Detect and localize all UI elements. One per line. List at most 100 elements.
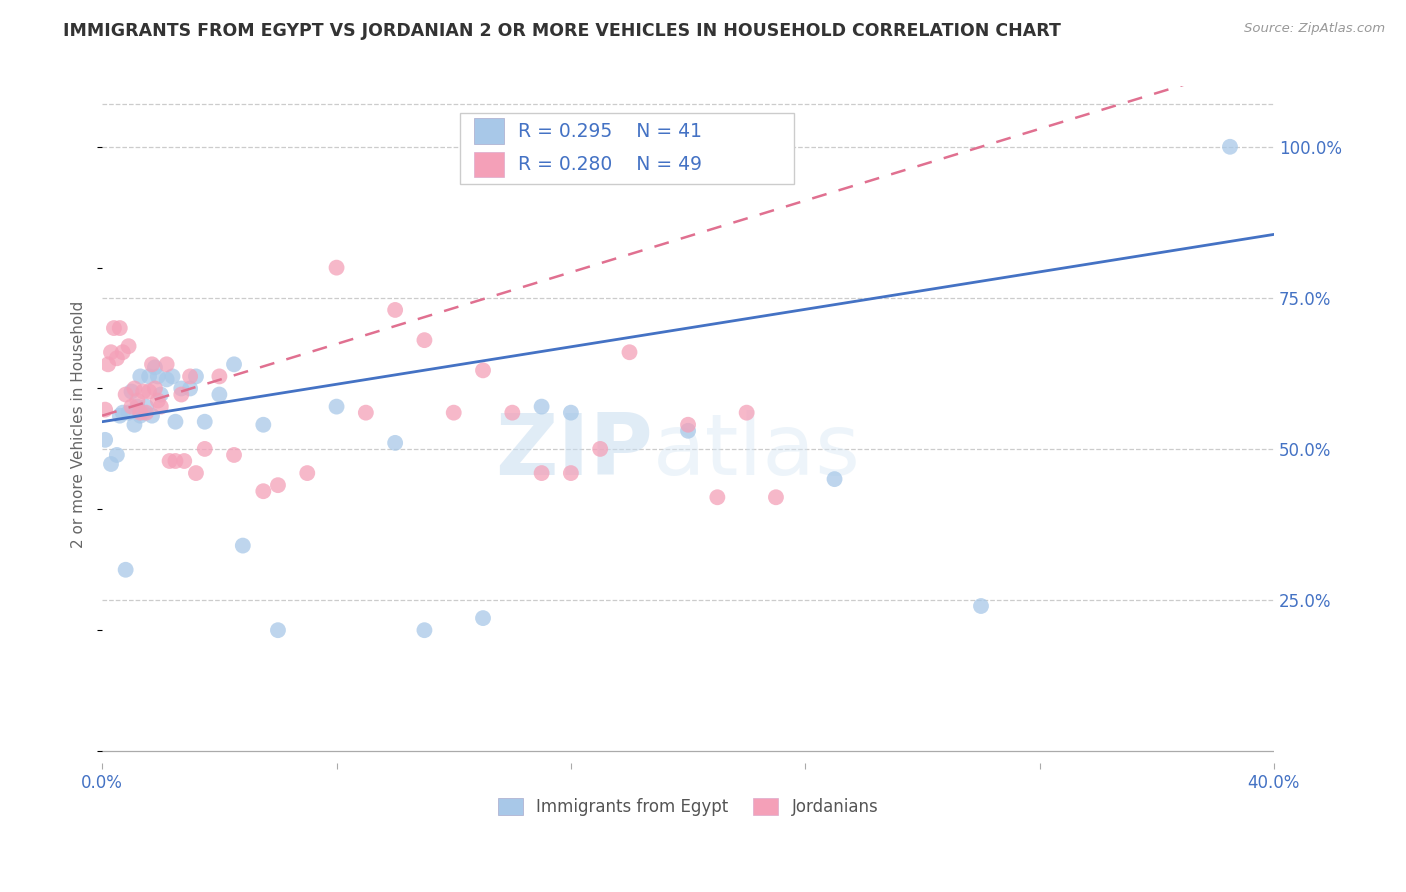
Point: [267, 623, 290, 637]
Point: [156, 372, 179, 386]
Point: [143, 360, 166, 375]
Point: [103, 321, 125, 335]
Point: [138, 384, 160, 399]
Point: [108, 321, 131, 335]
Point: [149, 400, 172, 414]
Point: [252, 417, 274, 432]
Point: [384, 302, 406, 317]
Point: [443, 406, 465, 420]
Point: [325, 400, 347, 414]
Point: [100, 345, 122, 359]
Point: [129, 409, 152, 423]
Point: [124, 382, 146, 396]
Point: [325, 260, 347, 275]
Point: [706, 490, 728, 504]
Point: [124, 417, 146, 432]
Point: [560, 406, 582, 420]
Point: [413, 623, 436, 637]
Text: Source: ZipAtlas.com: Source: ZipAtlas.com: [1244, 22, 1385, 36]
Point: [159, 454, 181, 468]
Point: [384, 435, 406, 450]
Point: [127, 393, 149, 408]
Point: [117, 339, 139, 353]
Point: [121, 400, 143, 414]
Point: [162, 369, 184, 384]
Point: [676, 424, 699, 438]
Point: [472, 363, 495, 377]
Point: [132, 406, 155, 420]
Point: [173, 454, 195, 468]
Point: [297, 466, 319, 480]
Point: [619, 345, 641, 359]
Point: [179, 369, 201, 384]
Point: [105, 448, 128, 462]
Point: [765, 490, 787, 504]
Point: [472, 611, 495, 625]
Point: [117, 406, 139, 420]
Text: R = 0.280    N = 49: R = 0.280 N = 49: [519, 155, 702, 174]
Point: [1219, 140, 1241, 154]
Point: [530, 466, 553, 480]
Point: [413, 333, 436, 347]
Point: [165, 454, 187, 468]
Point: [129, 406, 152, 420]
Point: [127, 400, 149, 414]
Point: [184, 466, 207, 480]
Point: [530, 400, 553, 414]
Point: [165, 415, 187, 429]
Y-axis label: 2 or more Vehicles in Household: 2 or more Vehicles in Household: [72, 301, 86, 549]
Point: [105, 351, 128, 366]
Point: [141, 357, 163, 371]
Point: [824, 472, 846, 486]
Point: [100, 457, 122, 471]
Point: [208, 369, 231, 384]
Point: [232, 539, 254, 553]
Point: [135, 406, 157, 420]
Legend: Immigrants from Egypt, Jordanians: Immigrants from Egypt, Jordanians: [491, 791, 884, 822]
Point: [94, 402, 117, 417]
Point: [135, 400, 157, 414]
Point: [129, 369, 152, 384]
Text: R = 0.295    N = 41: R = 0.295 N = 41: [519, 121, 702, 141]
Point: [222, 357, 245, 371]
Point: [146, 369, 169, 384]
Point: [146, 393, 169, 408]
Point: [170, 382, 193, 396]
Point: [114, 387, 136, 401]
Point: [111, 345, 134, 359]
Point: [194, 442, 217, 456]
Point: [267, 478, 290, 492]
Point: [138, 369, 160, 384]
Point: [156, 357, 179, 371]
Point: [252, 484, 274, 499]
Point: [676, 417, 699, 432]
Point: [141, 409, 163, 423]
Point: [94, 433, 117, 447]
FancyBboxPatch shape: [474, 119, 505, 144]
Point: [354, 406, 377, 420]
Point: [170, 387, 193, 401]
Point: [132, 384, 155, 399]
Point: [184, 369, 207, 384]
Point: [208, 387, 231, 401]
Point: [194, 415, 217, 429]
Point: [97, 357, 120, 371]
Point: [222, 448, 245, 462]
Point: [111, 406, 134, 420]
Point: [560, 466, 582, 480]
Point: [121, 384, 143, 399]
Point: [114, 563, 136, 577]
Point: [179, 382, 201, 396]
Text: IMMIGRANTS FROM EGYPT VS JORDANIAN 2 OR MORE VEHICLES IN HOUSEHOLD CORRELATION C: IMMIGRANTS FROM EGYPT VS JORDANIAN 2 OR …: [63, 22, 1062, 40]
Point: [149, 387, 172, 401]
FancyBboxPatch shape: [460, 113, 793, 185]
Point: [970, 599, 993, 613]
Text: atlas: atlas: [652, 410, 860, 493]
Point: [143, 382, 166, 396]
Point: [589, 442, 612, 456]
Text: ZIP: ZIP: [495, 410, 652, 493]
FancyBboxPatch shape: [474, 152, 505, 178]
Point: [108, 409, 131, 423]
Point: [735, 406, 758, 420]
Point: [501, 406, 523, 420]
